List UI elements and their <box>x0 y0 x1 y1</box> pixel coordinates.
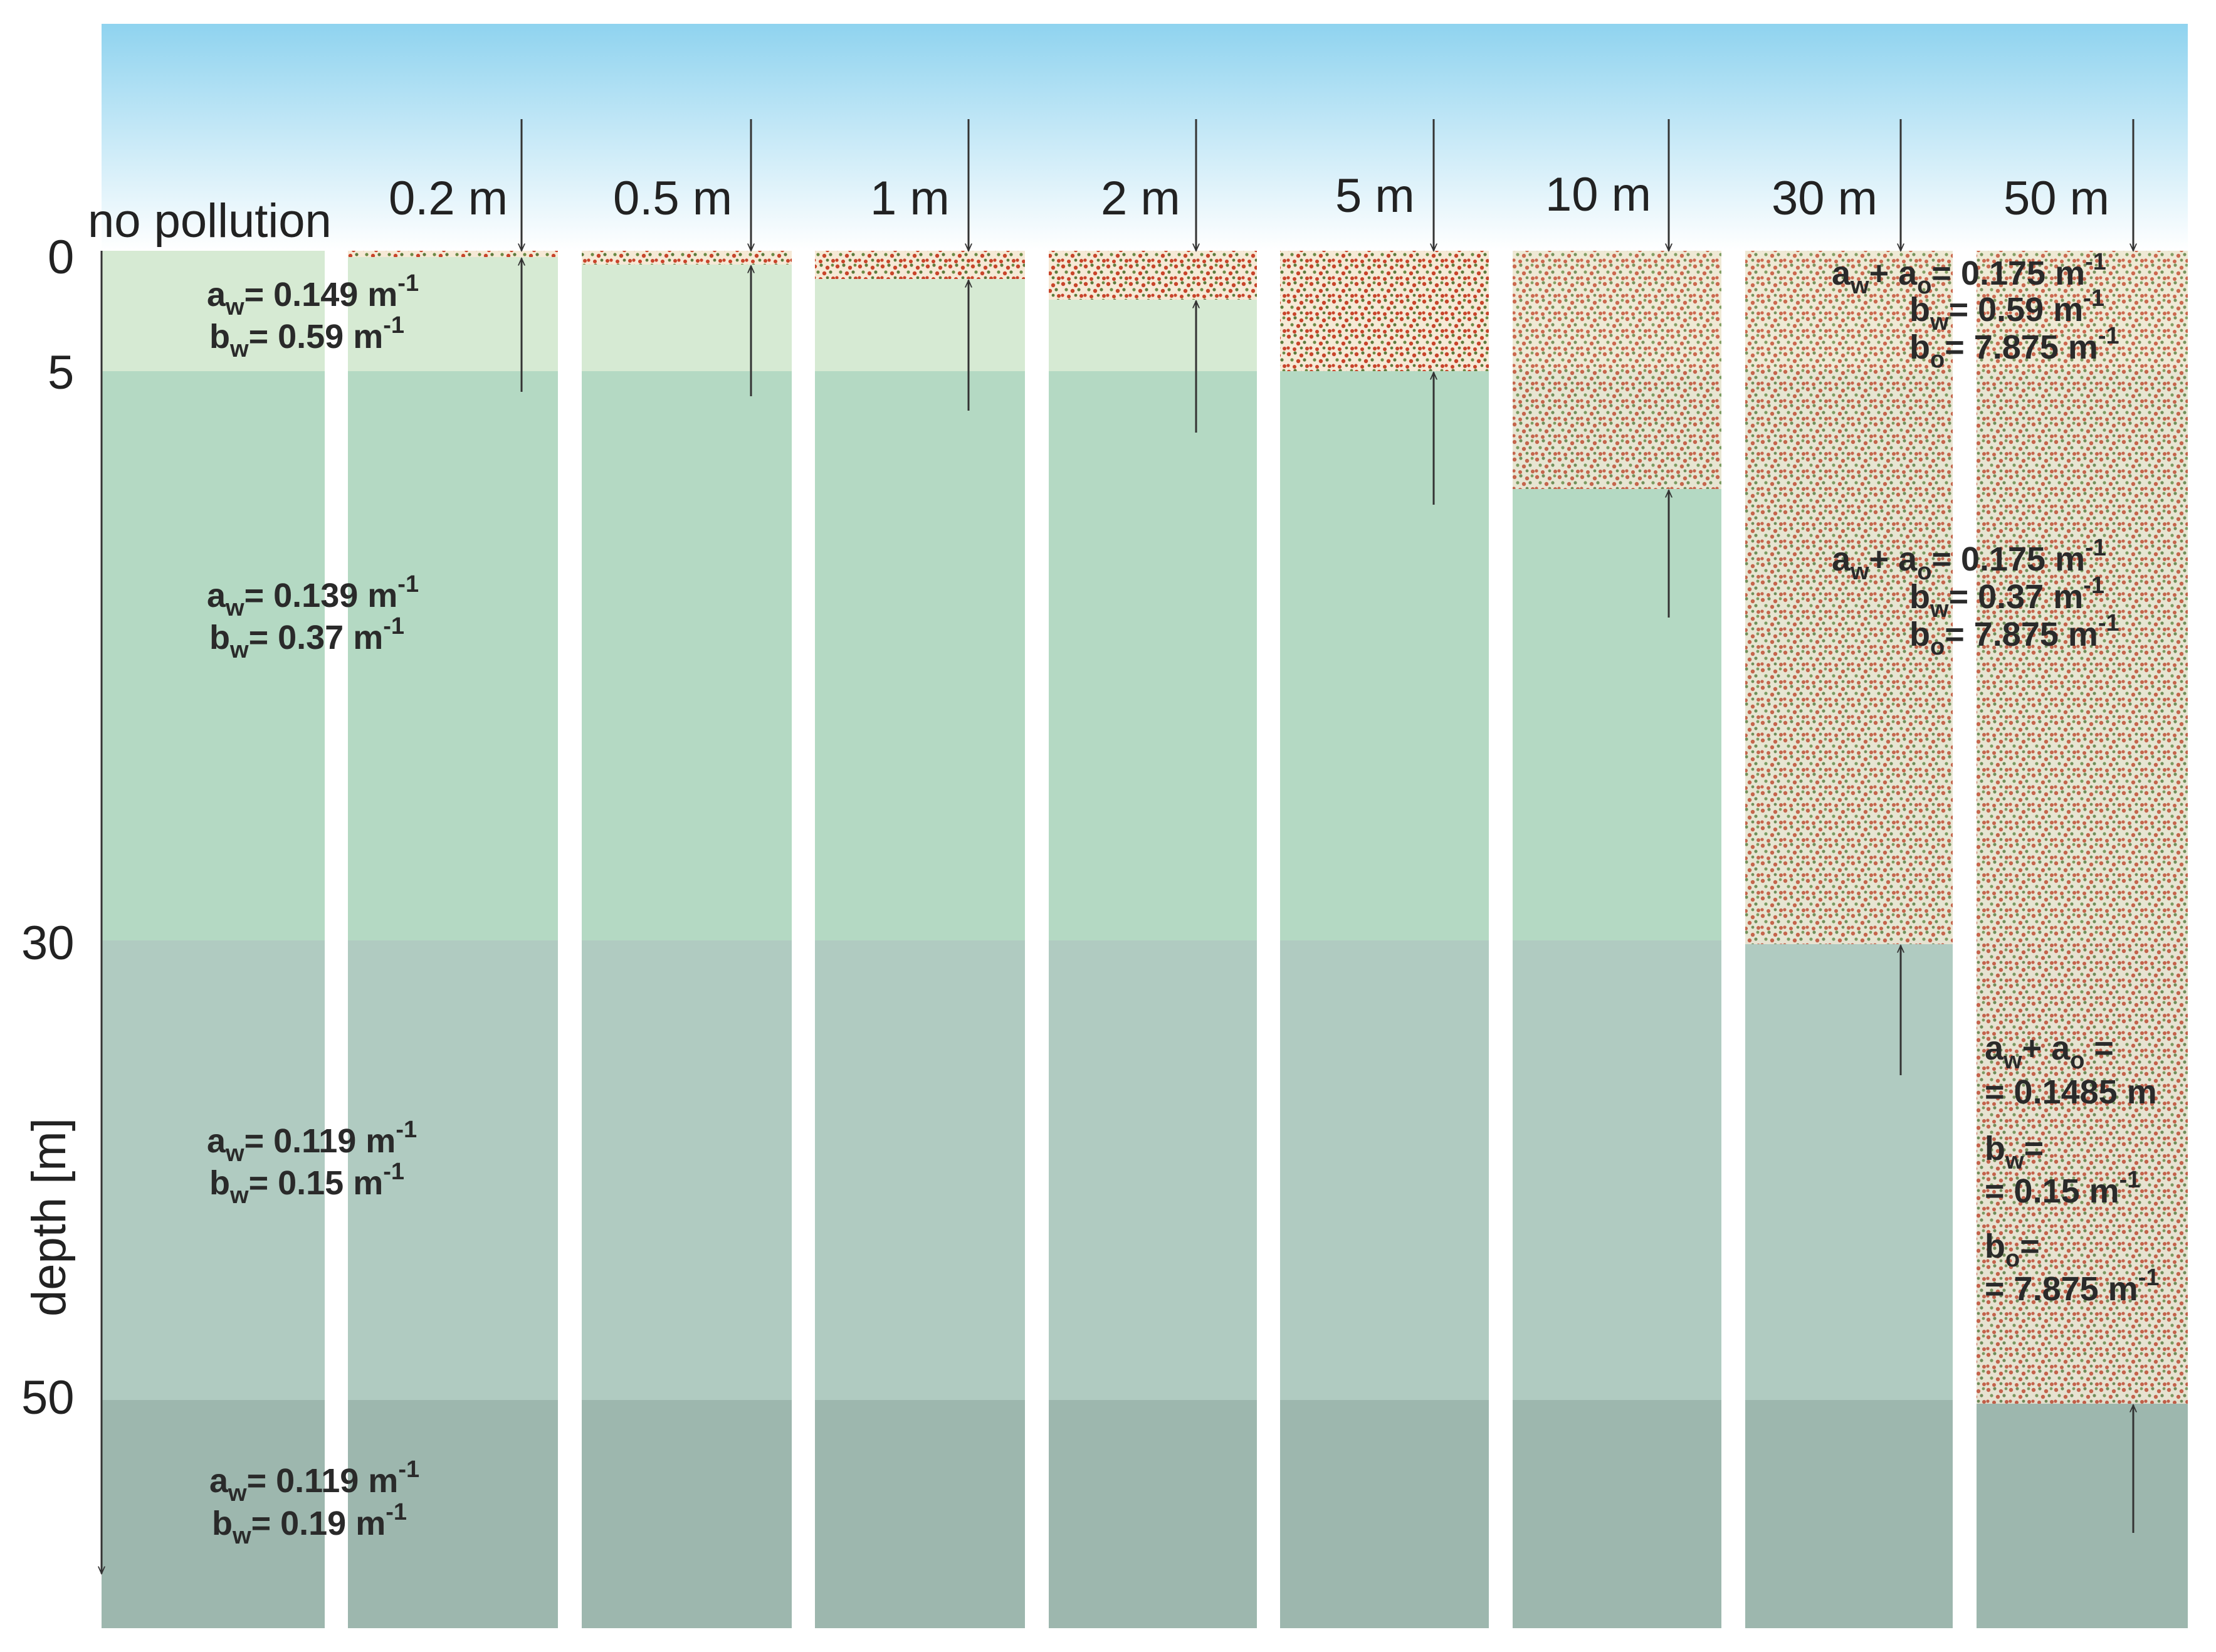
depth-axis-title: depth [m] <box>23 1118 76 1317</box>
oil-slick-1m <box>815 251 1025 279</box>
sky-band <box>102 24 2188 251</box>
water-layer4-column-3 <box>815 1400 1025 1628</box>
water-layer2-column-3 <box>815 371 1025 940</box>
water-layer4-column-5 <box>1280 1400 1489 1628</box>
water-layer3-column-5 <box>1280 940 1489 1400</box>
depth-tick-50: 50 <box>21 1371 75 1424</box>
water-layer3-column-1 <box>348 940 558 1400</box>
water-layer1-column-1 <box>348 251 558 371</box>
water-layer2-column-1 <box>348 371 558 940</box>
water-layer3-column-0 <box>102 940 325 1400</box>
water-layer2-column-5 <box>1280 371 1489 940</box>
column-label-2m: 2 m <box>1101 172 1180 225</box>
water-layer4-column-1 <box>348 1400 558 1628</box>
layer-parameters: aw= 0.149 m-1 bw= 0.59 m-1 aw= 0.139 m-1… <box>207 270 419 1549</box>
oil-upper-absorption-label: aw+ ao= 0.175 m-1 <box>1832 249 2106 299</box>
water-layer3-column-2 <box>582 940 792 1400</box>
water-layer2-column-2 <box>582 371 792 940</box>
oil-middle-bw-label: bw= 0.37 m-1 <box>1909 572 2104 623</box>
oil-slick-10m <box>1513 251 1721 489</box>
layer2-scattering-label: bw= 0.37 m-1 <box>209 613 404 663</box>
water-layer3-column-3 <box>815 940 1025 1400</box>
water-layer3-column-4 <box>1049 940 1257 1400</box>
oil-middle-bo-label: bo= 7.875 m-1 <box>1909 610 2119 660</box>
water-layer4-column-4 <box>1049 1400 1257 1628</box>
water-layer4-column-8 <box>1977 1400 2188 1628</box>
water-layer4-column-7 <box>1745 1400 1953 1628</box>
depth-tick-30: 30 <box>21 917 75 970</box>
oil-lower-bw-head: bw= <box>1985 1130 2044 1174</box>
oil-slick-0.5m <box>582 251 792 265</box>
column-label-0.2m: 0.2 m <box>389 172 508 225</box>
oil-slick-0.2m <box>348 251 558 257</box>
penetration-arrows <box>522 119 2133 1533</box>
layer3-absorption-label: aw= 0.119 m-1 <box>207 1117 417 1167</box>
column-labels: no pollution 0.2 m 0.5 m 1 m 2 m 5 m 10 … <box>88 168 2109 248</box>
water-layer1-column-2 <box>582 251 792 371</box>
oil-lower-bo-head: bo= <box>1985 1228 2040 1272</box>
column-label-30m: 30 m <box>1772 172 1877 225</box>
oil-lower-absorption-value: = 0.1485 m <box>1985 1073 2157 1111</box>
layer4-scattering-label: bw= 0.19 m-1 <box>212 1499 407 1549</box>
oil-lower-bw-value: = 0.15 m-1 <box>1985 1167 2140 1210</box>
column-label-no-pollution: no pollution <box>88 194 332 248</box>
layer2-absorption-label: aw= 0.139 m-1 <box>207 571 419 621</box>
oil-upper-bw-label: bw= 0.59 m-1 <box>1909 285 2104 335</box>
column-label-50m: 50 m <box>2003 172 2109 225</box>
water-layer4-column-2 <box>582 1400 792 1628</box>
layer1-scattering-label: bw= 0.59 m-1 <box>209 312 404 362</box>
column-label-0.5m: 0.5 m <box>613 172 732 225</box>
oil-slick-2m <box>1049 251 1257 300</box>
layer3-scattering-label: bw= 0.15 m-1 <box>209 1159 404 1209</box>
oil-middle-absorption-label: aw+ ao= 0.175 m-1 <box>1832 535 2106 585</box>
oil-slick-30m <box>1745 251 1953 944</box>
layer1-absorption-label: aw= 0.149 m-1 <box>207 270 419 320</box>
water-layer4-column-6 <box>1513 1400 1721 1628</box>
water-layer1-column-0 <box>102 251 325 371</box>
oil-slick-50m <box>1977 251 2188 1404</box>
water-layer2-column-0 <box>102 371 325 940</box>
water-layer2-column-4 <box>1049 371 1257 940</box>
layer4-absorption-label: aw= 0.119 m-1 <box>209 1456 419 1507</box>
oil-lower-bo-value: = 7.875 m-1 <box>1985 1265 2159 1308</box>
oil-upper-bo-label: bo= 7.875 m-1 <box>1909 323 2119 373</box>
depth-ticks: 0 5 30 50 <box>21 231 75 1424</box>
oil-slicks <box>348 251 2188 1404</box>
water-layer3-column-7 <box>1745 940 1953 1400</box>
depth-tick-5: 5 <box>48 346 74 399</box>
depth-tick-0: 0 <box>48 231 74 284</box>
water-layer3-column-6 <box>1513 940 1721 1400</box>
column-label-5m: 5 m <box>1335 169 1415 223</box>
oil-lower-absorption-head: aw+ ao = <box>1985 1029 2114 1074</box>
oil-parameters: aw+ ao= 0.175 m-1 bw= 0.59 m-1 bo= 7.875… <box>1832 249 2159 1308</box>
water-layer4-column-0 <box>102 1400 325 1628</box>
column-label-10m: 10 m <box>1545 168 1651 221</box>
column-label-1m: 1 m <box>870 172 950 225</box>
oil-slick-5m <box>1280 251 1489 371</box>
